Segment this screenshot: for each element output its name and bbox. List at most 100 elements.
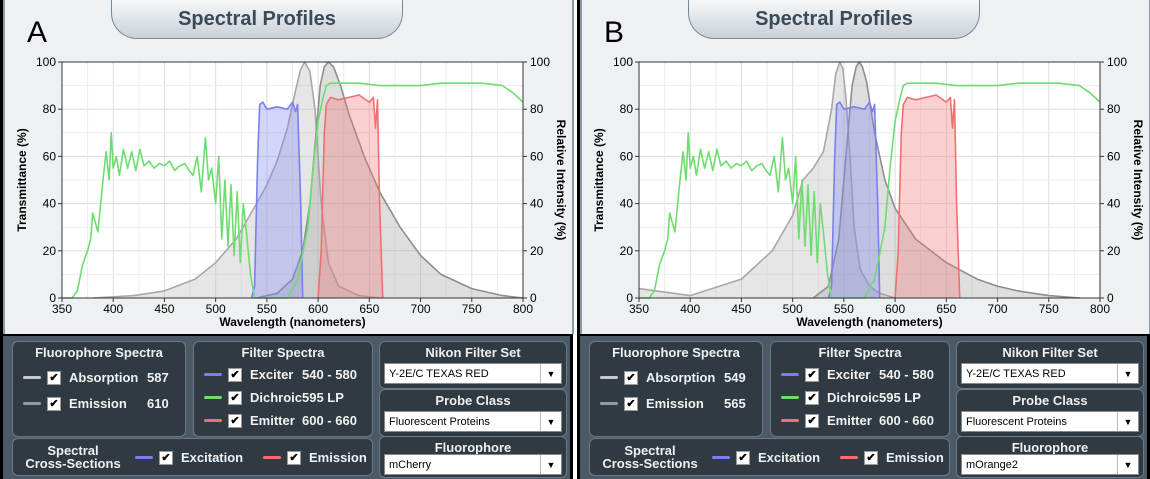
emitter-checkbox[interactable]: ✔ [228, 413, 242, 428]
emission-xsec-checkbox[interactable]: ✔ [864, 450, 878, 465]
exciter-row: ✔ Exciter 540 - 580 [204, 367, 370, 382]
nikon-filter-set-select[interactable]: Y-2E/C TEXAS RED ▼ [384, 363, 562, 384]
cross-sections-label-line2: Cross-Sections [25, 456, 121, 471]
x-tick-label: 350 [629, 302, 649, 316]
dichroic-checkbox[interactable]: ✔ [805, 390, 819, 405]
panel-b: 350 400 450 500 550 600 650 700 750 800 0 0 20 20 40 40… [577, 0, 1150, 479]
emission-xsec-swatch [263, 456, 281, 459]
y-tick-label: 0 [49, 291, 56, 305]
exciter-area [251, 102, 303, 298]
y2-tick-label: 0 [1107, 291, 1114, 305]
y2-axis-label: Relative Intensity (%) [554, 120, 568, 241]
cross-sections-label: Spectral Cross-Sections [600, 444, 700, 470]
emission-xsec-checkbox[interactable]: ✔ [287, 450, 301, 465]
x-tick-label: 500 [206, 302, 226, 316]
nikon-filter-set-select[interactable]: Y-2E/C TEXAS RED ▼ [961, 363, 1139, 384]
y2-tick-label: 100 [1107, 55, 1127, 69]
excitation-checkbox[interactable]: ✔ [736, 450, 750, 465]
fluorophore-value: mCherry [389, 458, 432, 471]
nikon-filter-set-value: Y-2E/C TEXAS RED [966, 367, 1066, 380]
y2-tick-label: 20 [1107, 244, 1121, 258]
emitter-value: 600 - 660 [302, 413, 357, 428]
y-tick-label: 60 [620, 149, 634, 163]
exciter-swatch [204, 373, 222, 376]
x-tick-label: 350 [52, 302, 72, 316]
probe-class-select[interactable]: Fluorescent Proteins ▼ [384, 411, 562, 432]
cross-sections-label: Spectral Cross-Sections [23, 444, 123, 470]
dichroic-line [62, 82, 524, 299]
x-axis-label: Wavelength (nanometers) [219, 315, 365, 329]
filter-spectra-box: Filter Spectra ✔ Exciter 540 - 580 ✔ Dic… [770, 341, 950, 437]
chevron-down-icon[interactable]: ▼ [540, 364, 561, 383]
chevron-down-icon[interactable]: ▼ [540, 412, 561, 431]
fluorophore-spectra-box: Fluorophore Spectra ✔ Absorption 549 ✔ E… [589, 341, 763, 437]
y2-tick-label: 80 [530, 102, 544, 116]
exciter-label: Exciter [827, 367, 871, 382]
emission-line [256, 61, 524, 299]
y2-tick-label: 20 [530, 244, 544, 258]
cross-sections-label-line1: Spectral [624, 443, 676, 458]
y-tick-label: 80 [43, 102, 57, 116]
emission-row: ✔ Emission 565 [600, 396, 758, 411]
emission-checkbox[interactable]: ✔ [47, 396, 61, 411]
y-tick-label: 20 [43, 244, 57, 258]
dichroic-checkbox[interactable]: ✔ [228, 390, 242, 405]
fluorophore-box: Fluorophore mOrange2 ▼ [956, 436, 1144, 478]
excitation-label: Excitation [181, 450, 244, 465]
exciter-checkbox[interactable]: ✔ [228, 367, 242, 382]
y2-tick-label: 60 [1107, 149, 1121, 163]
emission-swatch [23, 402, 41, 405]
y2-tick-label: 40 [530, 197, 544, 211]
x-tick-label: 600 [885, 302, 905, 316]
fluorophore-value: mOrange2 [966, 458, 1018, 471]
dichroic-swatch [781, 396, 799, 399]
emission-checkbox[interactable]: ✔ [624, 396, 638, 411]
x-tick-label: 550 [834, 302, 854, 316]
x-tick-label: 500 [783, 302, 803, 316]
absorption-value: 587 [147, 370, 169, 385]
fluorophore-select[interactable]: mOrange2 ▼ [961, 454, 1139, 475]
chevron-down-icon[interactable]: ▼ [540, 455, 561, 474]
chevron-down-icon[interactable]: ▼ [1117, 455, 1138, 474]
panel-letter: B [604, 16, 625, 49]
absorption-checkbox[interactable]: ✔ [47, 370, 61, 385]
chart-title: Spectral Profiles [688, 0, 980, 39]
fluorophore-header: Fluorophore [1011, 440, 1089, 455]
emission-xsec-row: ✔ Emission [840, 450, 944, 465]
absorption-label: Absorption [646, 370, 716, 385]
excitation-checkbox[interactable]: ✔ [159, 450, 173, 465]
nikon-filter-set-header: Nikon Filter Set [425, 345, 521, 360]
excitation-swatch [135, 456, 153, 459]
absorption-checkbox[interactable]: ✔ [624, 370, 638, 385]
excitation-label: Excitation [758, 450, 821, 465]
absorption-label: Absorption [69, 370, 139, 385]
y2-tick-label: 80 [1107, 102, 1121, 116]
emission-value: 610 [147, 396, 169, 411]
emitter-checkbox[interactable]: ✔ [805, 413, 819, 428]
y-tick-label: 60 [43, 149, 57, 163]
filter-spectra-box: Filter Spectra ✔ Exciter 540 - 580 ✔ Dic… [193, 341, 373, 437]
dichroic-label: Dichroic [827, 390, 880, 405]
nikon-filter-set-value: Y-2E/C TEXAS RED [389, 367, 489, 380]
fluorophore-spectra-box: Fluorophore Spectra ✔ Absorption 587 ✔ E… [12, 341, 186, 437]
x-tick-label: 750 [462, 302, 482, 316]
x-axis-label: Wavelength (nanometers) [796, 315, 942, 329]
excitation-xsec-row: ✔ Excitation [712, 450, 820, 465]
fluorophore-select[interactable]: mCherry ▼ [384, 454, 562, 475]
exciter-checkbox[interactable]: ✔ [805, 367, 819, 382]
chevron-down-icon[interactable]: ▼ [1117, 412, 1138, 431]
y-tick-label: 20 [620, 244, 634, 258]
exciter-line [250, 101, 304, 299]
y-tick-label: 80 [620, 102, 634, 116]
absorption-row: ✔ Absorption 549 [600, 370, 758, 385]
dichroic-swatch [204, 396, 222, 399]
chart-title: Spectral Profiles [111, 0, 403, 39]
emission-xsec-swatch [840, 456, 858, 459]
chevron-down-icon[interactable]: ▼ [1117, 364, 1138, 383]
probe-class-select[interactable]: Fluorescent Proteins ▼ [961, 411, 1139, 432]
dichroic-row: ✔ Dichroic 595 LP [204, 390, 370, 405]
probe-class-header: Probe Class [435, 393, 511, 408]
dichroic-row: ✔ Dichroic 595 LP [781, 390, 947, 405]
